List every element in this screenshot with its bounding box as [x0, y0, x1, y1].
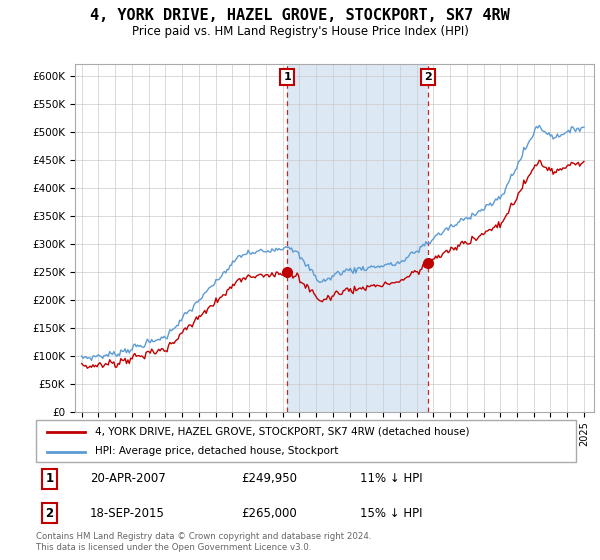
Text: 18-SEP-2015: 18-SEP-2015 [90, 507, 165, 520]
Text: HPI: Average price, detached house, Stockport: HPI: Average price, detached house, Stoc… [95, 446, 339, 456]
Text: 20-APR-2007: 20-APR-2007 [90, 473, 166, 486]
Text: 4, YORK DRIVE, HAZEL GROVE, STOCKPORT, SK7 4RW: 4, YORK DRIVE, HAZEL GROVE, STOCKPORT, S… [90, 8, 510, 24]
Text: Contains HM Land Registry data © Crown copyright and database right 2024.: Contains HM Land Registry data © Crown c… [36, 532, 371, 541]
FancyBboxPatch shape [36, 420, 576, 462]
Text: 15% ↓ HPI: 15% ↓ HPI [360, 507, 422, 520]
Bar [287, 64, 428, 412]
Text: 11% ↓ HPI: 11% ↓ HPI [360, 473, 422, 486]
Text: Price paid vs. HM Land Registry's House Price Index (HPI): Price paid vs. HM Land Registry's House … [131, 25, 469, 38]
Text: 2: 2 [46, 507, 53, 520]
Text: This data is licensed under the Open Government Licence v3.0.: This data is licensed under the Open Gov… [36, 543, 311, 552]
Text: 4, YORK DRIVE, HAZEL GROVE, STOCKPORT, SK7 4RW (detached house): 4, YORK DRIVE, HAZEL GROVE, STOCKPORT, S… [95, 427, 470, 437]
Text: 1: 1 [284, 72, 292, 82]
Text: 1: 1 [46, 473, 53, 486]
Text: £265,000: £265,000 [241, 507, 297, 520]
Text: £249,950: £249,950 [241, 473, 297, 486]
Text: 2: 2 [425, 72, 432, 82]
